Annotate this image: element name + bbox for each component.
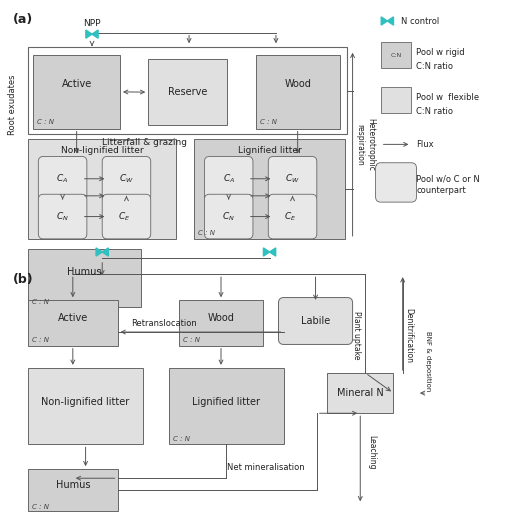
Text: C : N: C : N <box>198 229 215 236</box>
Text: (a): (a) <box>13 13 33 26</box>
FancyBboxPatch shape <box>179 300 263 345</box>
Text: $C_E$: $C_E$ <box>284 211 296 223</box>
Text: Retranslocation: Retranslocation <box>131 319 196 328</box>
FancyBboxPatch shape <box>33 55 120 129</box>
Text: C : N: C : N <box>32 503 49 509</box>
Text: Wood: Wood <box>284 79 311 89</box>
FancyBboxPatch shape <box>102 156 151 201</box>
Text: $C_E$: $C_E$ <box>118 211 130 223</box>
Polygon shape <box>102 248 108 256</box>
Polygon shape <box>270 248 276 256</box>
Text: Mineral N: Mineral N <box>337 388 384 398</box>
Text: $C_W$: $C_W$ <box>285 173 300 185</box>
FancyBboxPatch shape <box>376 163 416 202</box>
Text: Active: Active <box>61 79 92 89</box>
Text: C:N ratio: C:N ratio <box>416 62 453 71</box>
Polygon shape <box>381 17 387 25</box>
Text: C : N: C : N <box>37 119 54 125</box>
Polygon shape <box>96 248 102 256</box>
Text: Pool w/o C or N: Pool w/o C or N <box>416 174 480 183</box>
Polygon shape <box>264 248 270 256</box>
FancyBboxPatch shape <box>38 194 87 239</box>
Text: Net mineralisation: Net mineralisation <box>227 463 305 472</box>
FancyBboxPatch shape <box>28 249 141 307</box>
FancyBboxPatch shape <box>28 368 143 445</box>
Text: Lignified litter: Lignified litter <box>192 397 260 407</box>
Text: Heterotrophic
respiration: Heterotrophic respiration <box>356 118 375 171</box>
Text: Litterfall & grazing: Litterfall & grazing <box>102 138 187 146</box>
FancyBboxPatch shape <box>327 373 393 413</box>
Text: $C_N$: $C_N$ <box>222 211 235 223</box>
Text: $C_W$: $C_W$ <box>119 173 134 185</box>
FancyBboxPatch shape <box>256 55 340 129</box>
Polygon shape <box>387 17 393 25</box>
FancyBboxPatch shape <box>268 156 317 201</box>
FancyBboxPatch shape <box>268 194 317 239</box>
FancyBboxPatch shape <box>278 298 353 344</box>
Text: Non-lignified litter: Non-lignified litter <box>61 146 144 155</box>
FancyBboxPatch shape <box>381 42 411 68</box>
Text: C : N: C : N <box>183 338 200 343</box>
Text: C:N ratio: C:N ratio <box>416 107 453 116</box>
Text: Humus: Humus <box>56 480 90 490</box>
Text: Wood: Wood <box>207 313 235 323</box>
Text: Flux: Flux <box>416 140 434 149</box>
Polygon shape <box>86 30 92 38</box>
FancyBboxPatch shape <box>204 194 253 239</box>
FancyBboxPatch shape <box>28 469 118 511</box>
Text: N control: N control <box>401 16 439 26</box>
Text: Humus: Humus <box>67 267 102 277</box>
Text: Leaching: Leaching <box>367 435 376 469</box>
Text: Active: Active <box>58 313 88 323</box>
Text: Pool w rigid: Pool w rigid <box>416 48 465 57</box>
FancyBboxPatch shape <box>28 300 118 345</box>
Text: $C_N$: $C_N$ <box>56 211 69 223</box>
Text: Labile: Labile <box>301 316 330 326</box>
Text: BNF & deposition: BNF & deposition <box>425 331 431 392</box>
FancyBboxPatch shape <box>148 59 227 125</box>
FancyBboxPatch shape <box>381 87 411 113</box>
FancyBboxPatch shape <box>28 139 176 239</box>
Text: C : N: C : N <box>32 338 49 343</box>
Polygon shape <box>92 30 98 38</box>
Text: C : N: C : N <box>173 436 190 442</box>
Text: Plant uptake: Plant uptake <box>352 311 361 360</box>
Text: Root exudates: Root exudates <box>8 75 17 135</box>
Text: Lignified litter: Lignified litter <box>238 146 301 155</box>
Text: NPP: NPP <box>83 19 101 28</box>
Text: $C_A$: $C_A$ <box>57 173 68 185</box>
Text: Reserve: Reserve <box>168 87 207 97</box>
Text: counterpart: counterpart <box>416 186 466 195</box>
Text: (b): (b) <box>13 273 33 286</box>
Text: C:N: C:N <box>390 52 402 58</box>
FancyBboxPatch shape <box>194 139 345 239</box>
Text: C : N: C : N <box>260 119 276 125</box>
FancyBboxPatch shape <box>169 368 284 445</box>
FancyBboxPatch shape <box>102 194 151 239</box>
Text: Non-lignified litter: Non-lignified litter <box>41 397 130 407</box>
FancyBboxPatch shape <box>204 156 253 201</box>
Text: C : N: C : N <box>32 299 49 305</box>
Text: Denitrification: Denitrification <box>404 308 413 363</box>
Text: $C_A$: $C_A$ <box>223 173 235 185</box>
FancyBboxPatch shape <box>38 156 87 201</box>
Text: Pool w  flexible: Pool w flexible <box>416 92 480 102</box>
